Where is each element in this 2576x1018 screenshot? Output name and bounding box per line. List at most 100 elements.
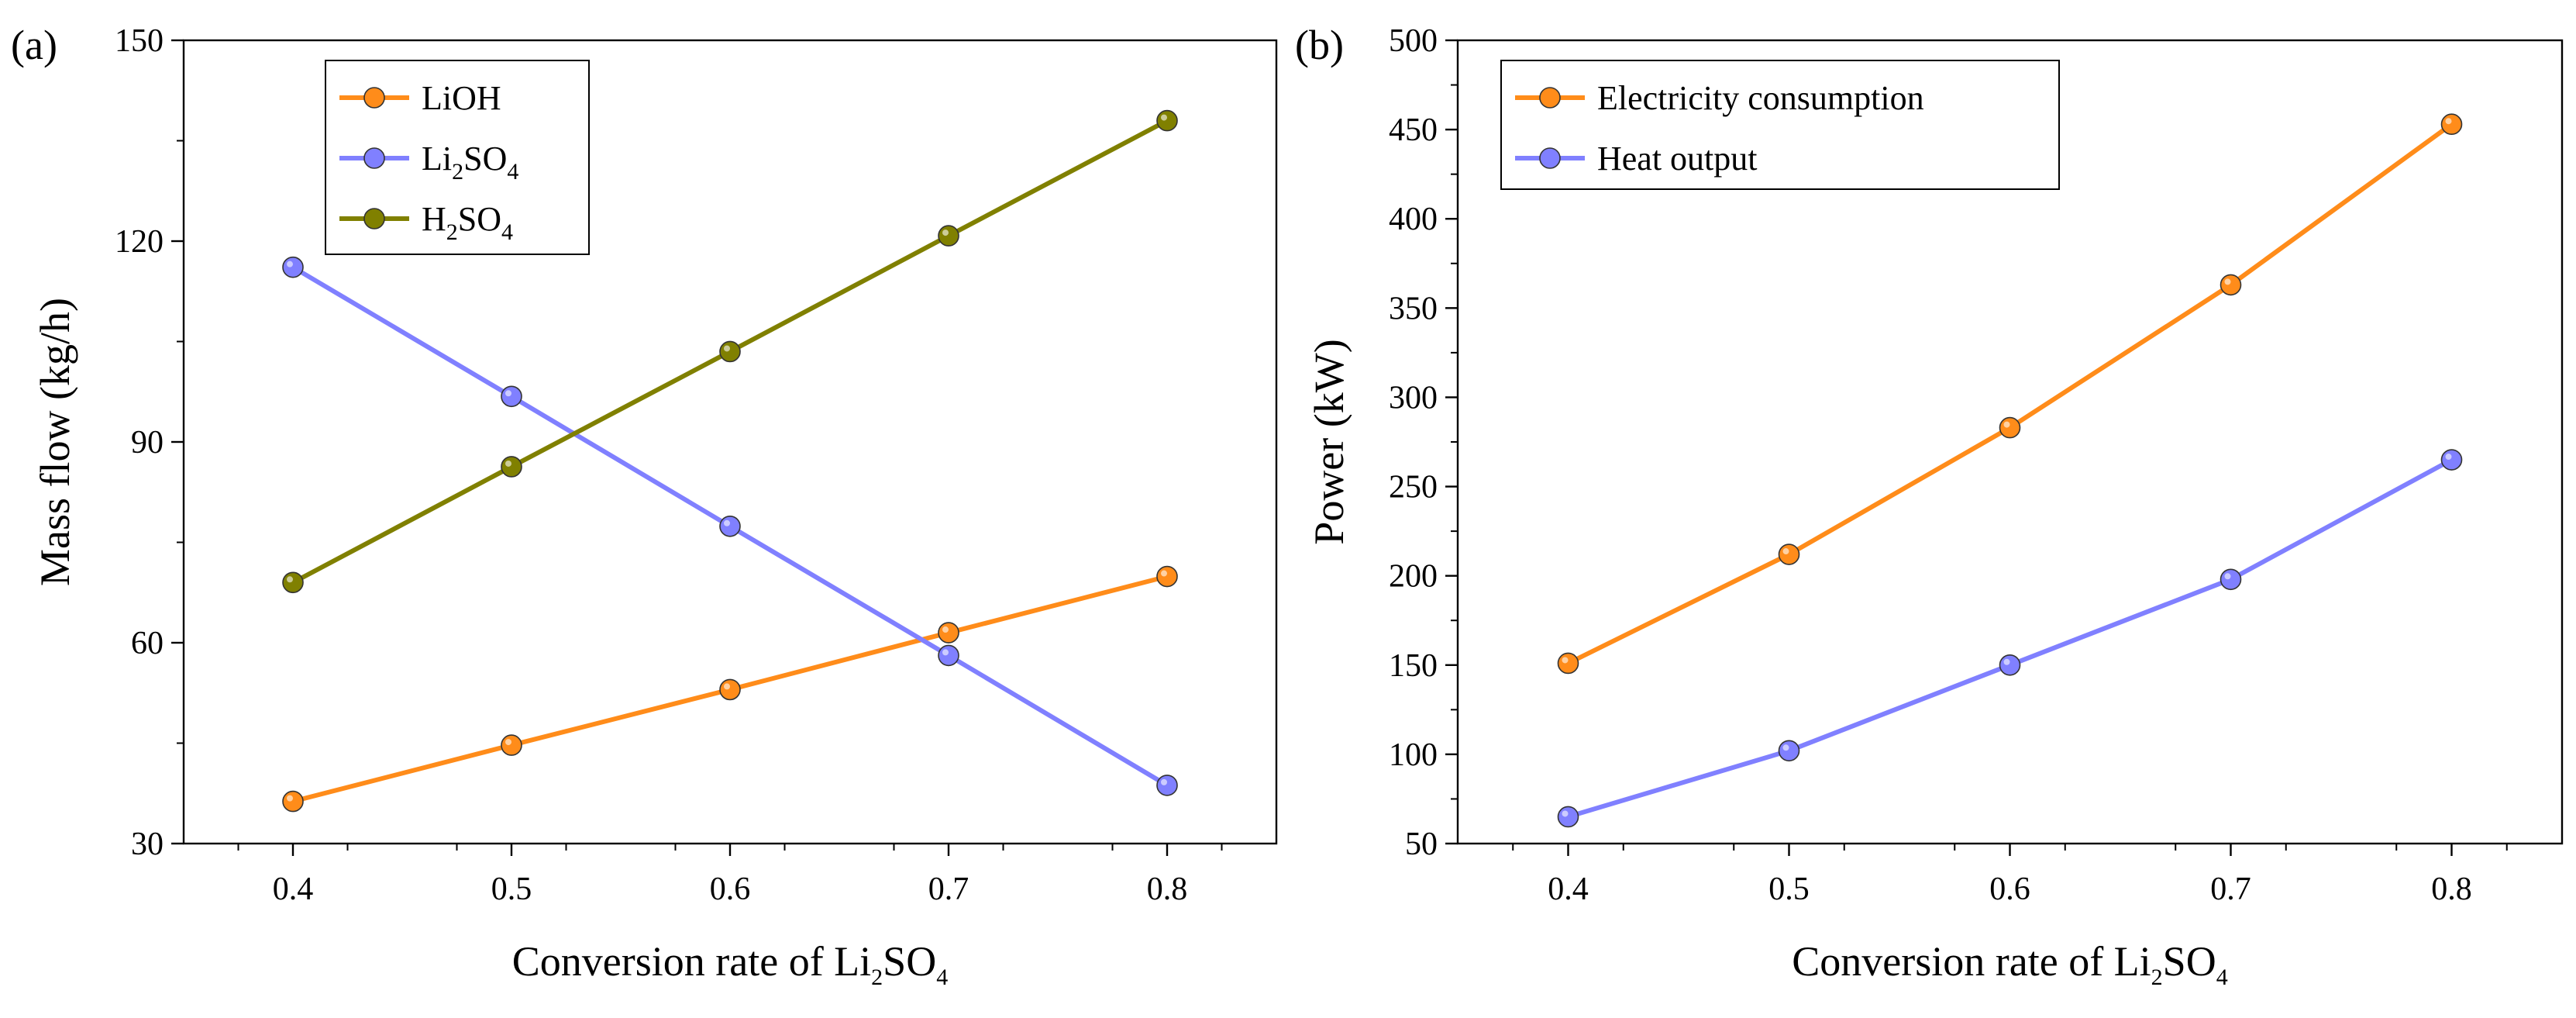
legend-item: H2SO4 (339, 200, 513, 245)
series-line (1567, 457, 2453, 820)
x-tick-label: 0.4 (1548, 871, 1589, 907)
data-point (2440, 449, 2463, 471)
data-point (282, 256, 304, 278)
x-tick-label: 0.5 (491, 871, 532, 907)
data-point-highlight (505, 739, 511, 746)
y-tick-label: 350 (1389, 291, 1438, 326)
legend-marker (363, 147, 385, 169)
x-tick-label: 0.7 (928, 871, 969, 907)
legend-item: Electricity consumption (1515, 79, 1924, 117)
series-LiOH (282, 565, 1178, 813)
data-point-highlight (1562, 657, 1569, 664)
data-point (719, 678, 741, 701)
data-point-highlight (287, 576, 293, 583)
y-tick-label: 250 (1389, 470, 1438, 506)
data-point (2220, 568, 2242, 591)
y-tick-label: 200 (1389, 559, 1438, 595)
data-point (282, 571, 304, 594)
data-point-highlight (724, 345, 730, 352)
series-Heat output (1557, 449, 2463, 828)
data-point-highlight (942, 649, 949, 656)
x-axis-title: Conversion rate of Li2SO4 (1792, 938, 2227, 990)
data-point-highlight (2224, 573, 2231, 580)
y-tick-label: 90 (131, 425, 164, 461)
data-point (501, 456, 522, 478)
data-point-highlight (1782, 548, 1789, 555)
panel-b: (b) 0.4 0.5 0.6 0.7 0.8 50 100 150 200 250 300 350 40… (1295, 22, 2564, 990)
data-point-highlight (287, 261, 293, 267)
y-tick-label: 50 (1405, 826, 1438, 862)
data-point (1156, 565, 1178, 588)
data-point-highlight (942, 229, 949, 236)
data-point-highlight (2224, 278, 2231, 285)
data-point-highlight (2445, 118, 2452, 125)
x-tick-label: 0.8 (1147, 871, 1188, 907)
y-tick-label: 500 (1389, 23, 1438, 59)
data-point (1999, 654, 2021, 676)
y-tick-label: 30 (131, 826, 164, 862)
data-point (2220, 274, 2242, 296)
x-tick-label: 0.8 (2431, 871, 2472, 907)
data-point-highlight (505, 460, 511, 467)
legend-marker (363, 208, 385, 229)
data-point (501, 385, 522, 408)
x-tick-label: 0.4 (273, 871, 314, 907)
x-tick-label: 0.6 (710, 871, 751, 907)
data-point (719, 515, 741, 537)
data-point-highlight (1782, 744, 1789, 751)
y-tick-label: 60 (131, 626, 164, 661)
panel-label: (b) (1295, 22, 1344, 68)
data-point (1156, 109, 1178, 132)
x-tick-label: 0.5 (1768, 871, 1810, 907)
data-point (2440, 113, 2463, 136)
series-Li2SO4 (282, 256, 1178, 796)
data-point-highlight (724, 519, 730, 526)
data-point-highlight (287, 795, 293, 802)
y-tick-label: 120 (115, 224, 164, 260)
legend-label: LiOH (422, 79, 501, 117)
data-point (938, 622, 959, 644)
legend-item: LiOH (339, 79, 501, 117)
x-tick-label: 0.7 (2210, 871, 2251, 907)
data-point (1156, 775, 1178, 796)
y-tick-label: 400 (1389, 202, 1438, 237)
legend-marker (363, 87, 385, 109)
data-point (282, 790, 304, 813)
data-point-highlight (942, 626, 949, 633)
legend-label: Li2SO4 (422, 140, 518, 185)
data-point-highlight (1161, 570, 1167, 577)
data-point (938, 644, 959, 667)
panel-label: (a) (11, 22, 57, 68)
y-tick-label: 100 (1389, 737, 1438, 773)
data-point-highlight (2445, 454, 2452, 461)
series-Electricity consumption (1557, 113, 2463, 675)
data-point (1999, 416, 2021, 439)
y-tick-label: 150 (1389, 648, 1438, 684)
data-point (1557, 652, 1579, 675)
data-point-highlight (2003, 658, 2010, 665)
legend-marker (1539, 147, 1561, 169)
data-point-highlight (2003, 421, 2010, 428)
y-tick-label: 300 (1389, 380, 1438, 416)
data-point-highlight (1161, 114, 1167, 121)
data-point-highlight (1161, 778, 1167, 785)
legend-marker (1539, 87, 1561, 109)
data-point (719, 340, 741, 363)
legend-item: Li2SO4 (339, 140, 518, 185)
legend: LiOH Li2SO4 H2SO4 (325, 60, 590, 255)
legend-label: H2SO4 (422, 200, 513, 245)
data-point (1778, 740, 1800, 762)
data-point (1557, 806, 1579, 828)
legend-label: Electricity consumption (1597, 79, 1924, 117)
series-H2SO4 (282, 109, 1178, 594)
legend: Electricity consumption Heat output (1500, 60, 2060, 190)
data-point (938, 225, 959, 247)
data-point (1778, 544, 1800, 565)
legend-item: Heat output (1515, 140, 1758, 178)
y-axis-title: Power (kW) (1306, 339, 1352, 544)
y-axis-title: Mass flow (kg/h) (32, 298, 78, 586)
legend-label: Heat output (1597, 140, 1758, 178)
x-axis-title: Conversion rate of Li2SO4 (512, 938, 948, 990)
data-point-highlight (505, 390, 511, 397)
